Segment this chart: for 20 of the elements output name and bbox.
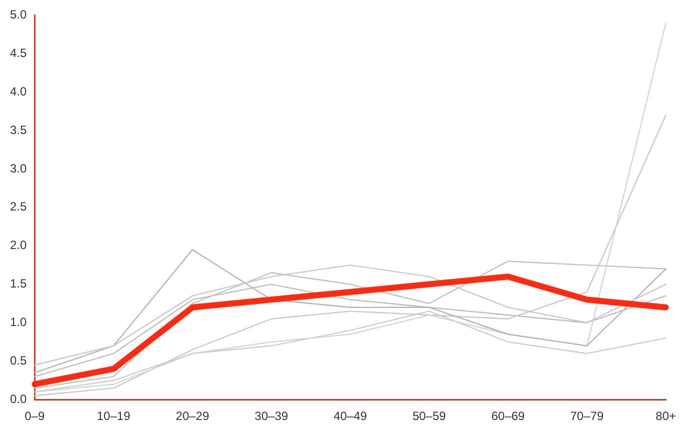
y-tick-label: 2.0 (10, 238, 27, 252)
x-tick-label: 20–29 (176, 409, 210, 424)
y-tick-label: 4.5 (10, 46, 27, 60)
x-tick-label: 10–19 (96, 409, 131, 424)
x-tick-label: 30–39 (254, 409, 288, 424)
y-tick-label: 1.0 (10, 315, 27, 330)
y-tick-label: 3.0 (10, 161, 27, 176)
x-tick-label: 50–59 (412, 409, 446, 424)
y-tick-label: 2.5 (10, 200, 27, 214)
y-tick-label: 1.5 (10, 276, 27, 291)
x-tick-label: 70–79 (570, 409, 604, 424)
x-tick-label: 40–49 (334, 409, 368, 424)
y-tick-label: 5.0 (10, 8, 27, 22)
y-tick-label: 0.0 (10, 392, 27, 406)
y-tick-label: 0.5 (10, 353, 27, 368)
y-tick-label: 4.0 (10, 84, 27, 98)
y-tick-label: 3.5 (10, 122, 27, 137)
x-tick-label: 80+ (656, 409, 676, 424)
x-tick-label: 0–9 (24, 409, 46, 424)
x-tick-label: 60–69 (491, 409, 526, 424)
